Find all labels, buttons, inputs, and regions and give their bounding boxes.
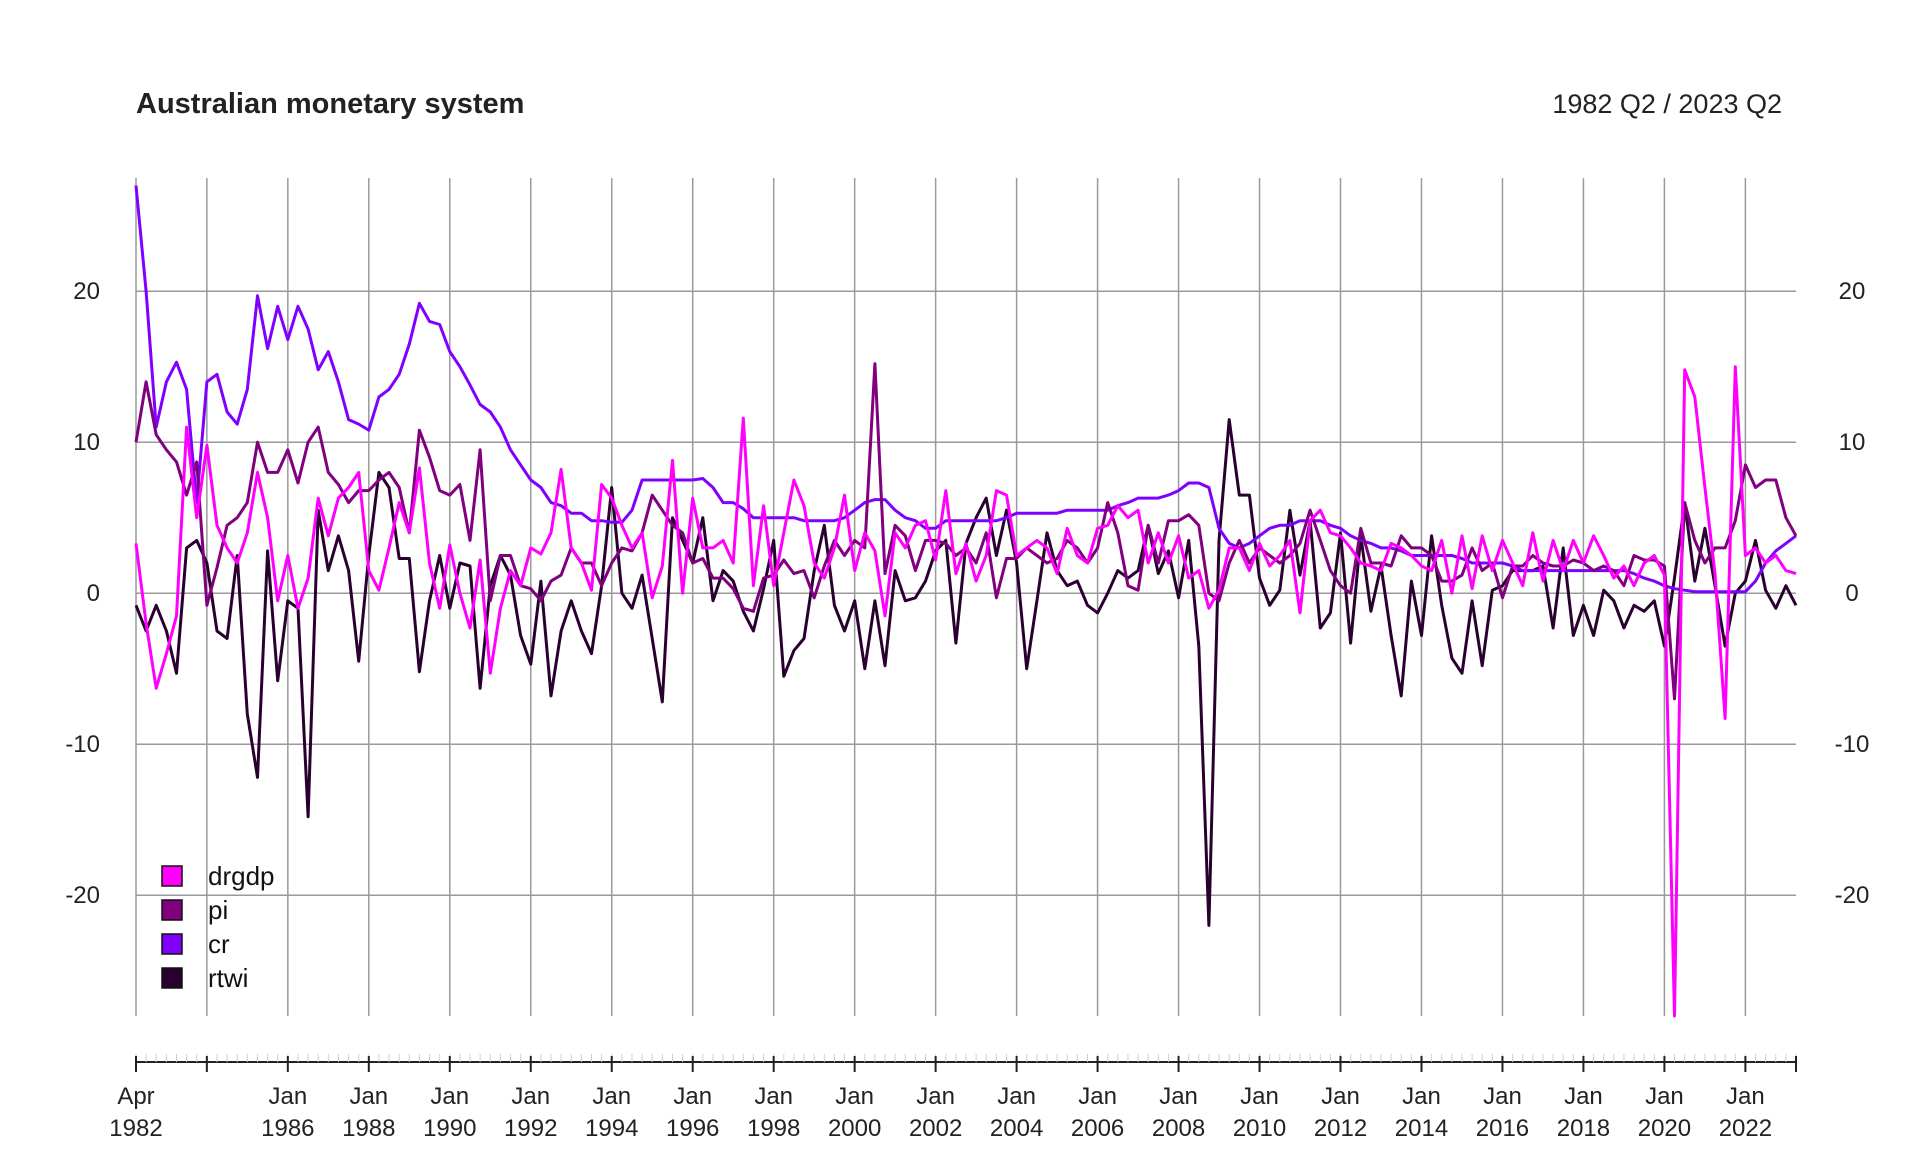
legend-label-pi: pi	[208, 895, 228, 925]
x-tick-label-year: 1992	[504, 1115, 557, 1142]
x-tick-label-year: 1990	[423, 1115, 476, 1142]
x-tick-label-month: Jan	[1321, 1083, 1360, 1110]
chart-title: Australian monetary system	[136, 88, 525, 120]
y-tick-label-left: 0	[87, 580, 100, 607]
x-tick-label-month: Apr	[117, 1083, 154, 1110]
legend-label-drgdp: drgdp	[208, 861, 275, 891]
x-tick-label-year: 2004	[990, 1115, 1043, 1142]
x-tick-label-month: Jan	[268, 1083, 307, 1110]
y-tick-label-left: 20	[73, 278, 100, 305]
y-tick-label-right: -10	[1835, 731, 1870, 758]
y-tick-label-right: 0	[1845, 580, 1858, 607]
x-tick-label-year: 1986	[261, 1115, 314, 1142]
x-tick-label-month: Jan	[1726, 1083, 1765, 1110]
x-tick-label-year: 2020	[1638, 1115, 1691, 1142]
legend-swatch-cr	[161, 933, 183, 955]
y-axis-left: -20 -10 0 10 20	[65, 278, 100, 909]
x-tick-label-year: 2010	[1233, 1115, 1286, 1142]
x-tick-label-year: 1982	[109, 1115, 162, 1142]
y-tick-label-left: -20	[65, 882, 100, 909]
legend: drgdp pi cr rtwi	[161, 861, 275, 993]
legend-swatch-rtwi	[161, 967, 183, 989]
x-tick-label-year: 1994	[585, 1115, 638, 1142]
y-tick-label-right: -20	[1835, 882, 1870, 909]
x-tick-label-year: 2012	[1314, 1115, 1367, 1142]
x-tick-label-month: Jan	[1402, 1083, 1441, 1110]
x-tick-label-month: Jan	[592, 1083, 631, 1110]
x-tick-label-year: 2014	[1395, 1115, 1448, 1142]
x-tick-label-year: 1998	[747, 1115, 800, 1142]
y-axis-right: -20 -10 0 10 20	[1835, 278, 1870, 909]
x-tick-label-year: 2016	[1476, 1115, 1529, 1142]
series-line-rtwi	[134, 418, 1798, 927]
series-line-drgdp	[134, 365, 1797, 1018]
y-tick-label-left: -10	[65, 731, 100, 758]
x-tick-label-month: Jan	[1645, 1083, 1684, 1110]
x-tick-label-month: Jan	[1240, 1083, 1279, 1110]
x-tick-label-year: 2006	[1071, 1115, 1124, 1142]
x-tick-label-year: 1988	[342, 1115, 395, 1142]
chart-subtitle: 1982 Q2 / 2023 Q2	[1552, 89, 1782, 119]
legend-swatch-pi	[161, 899, 183, 921]
legend-swatch-drgdp	[161, 865, 183, 887]
x-tick-label-month: Jan	[754, 1083, 793, 1110]
legend-label-rtwi: rtwi	[208, 963, 248, 993]
x-tick-label-month: Jan	[997, 1083, 1036, 1110]
x-tick-label-month: Jan	[1483, 1083, 1522, 1110]
legend-label-cr: cr	[208, 929, 230, 959]
x-tick-label-month: Jan	[673, 1083, 712, 1110]
x-tick-label-month: Jan	[1564, 1083, 1603, 1110]
series-line-cr	[134, 185, 1797, 594]
series-lines	[134, 185, 1798, 1018]
y-tick-label-right: 10	[1839, 429, 1866, 456]
x-tick-label-year: 1996	[666, 1115, 719, 1142]
x-tick-label-year: 2018	[1557, 1115, 1610, 1142]
x-tick-label-month: Jan	[1078, 1083, 1117, 1110]
x-tick-label-year: 2008	[1152, 1115, 1205, 1142]
x-tick-label-month: Jan	[835, 1083, 874, 1110]
x-tick-label-month: Jan	[1159, 1083, 1198, 1110]
x-tick-label-month: Jan	[430, 1083, 469, 1110]
x-tick-label-month: Jan	[511, 1083, 550, 1110]
x-tick-label-year: 2002	[909, 1115, 962, 1142]
series-line-pi	[134, 362, 1798, 701]
x-axis: Apr 1982 Jan 1986 Jan 1988 Jan 1990 Jan 1992 Jan 19…	[109, 1054, 1797, 1142]
y-tick-label-right: 20	[1839, 278, 1866, 305]
x-tick-label-month: Jan	[349, 1083, 388, 1110]
x-tick-label-month: Jan	[916, 1083, 955, 1110]
x-tick-label-year: 2022	[1719, 1115, 1772, 1142]
y-tick-label-left: 10	[73, 429, 100, 456]
x-tick-label-year: 2000	[828, 1115, 881, 1142]
